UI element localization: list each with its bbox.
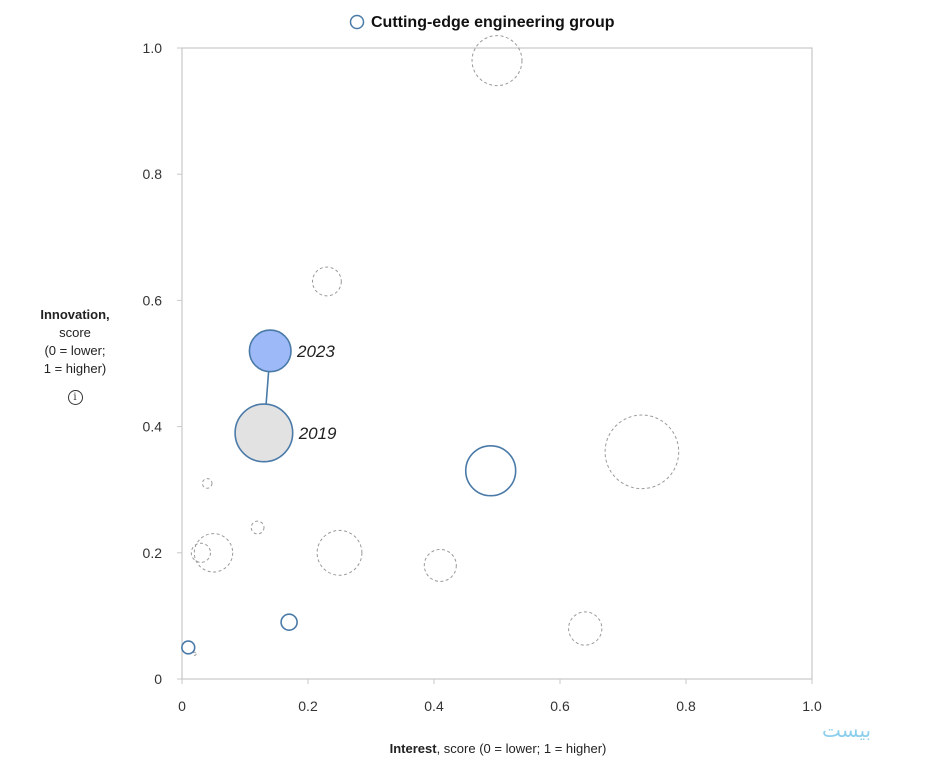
y-tick-label: 0.8: [143, 166, 163, 182]
y-tick-label: 0.6: [143, 292, 163, 308]
watermark-logo: بیست: [822, 718, 872, 742]
x-tick-label: 0.4: [424, 698, 444, 714]
y-tick-label: 0.2: [143, 545, 163, 561]
x-tick-label: 0.8: [676, 698, 696, 714]
other-group-bubble[interactable]: [193, 533, 234, 573]
point-label-2023: 2023: [296, 342, 335, 361]
x-axis-label: Interest, score (0 = lower; 1 = higher): [300, 741, 696, 756]
engineering-group-bubble[interactable]: [280, 613, 298, 632]
point-label-2019: 2019: [298, 424, 337, 443]
y-tick-label: 0.4: [143, 419, 163, 435]
y-tick-label: 1.0: [143, 40, 163, 56]
highlight-layer: 2019 2023: [234, 329, 337, 463]
other-group-bubble[interactable]: [316, 529, 363, 576]
highlight-bubble-2023[interactable]: [248, 329, 292, 373]
other-group-bubble[interactable]: [190, 542, 211, 563]
x-tick-label: 1.0: [802, 698, 822, 714]
y-tick-label: 0: [154, 671, 162, 687]
x-axis-label-rest: , score (0 = lower; 1 = higher): [436, 741, 607, 756]
y-axis-label-line: (0 = lower;: [44, 343, 106, 358]
highlight-bubble-2019[interactable]: [234, 403, 294, 463]
engineering-group-bubble[interactable]: [464, 445, 517, 497]
trajectory-connector: [265, 371, 270, 405]
x-tick-label: 0.2: [298, 698, 318, 714]
info-icon[interactable]: i: [67, 390, 83, 405]
other-groups-layer: [190, 35, 680, 656]
other-group-bubble[interactable]: [423, 548, 457, 582]
other-group-bubble[interactable]: [604, 414, 680, 490]
legend[interactable]: Cutting-edge engineering group: [349, 14, 615, 31]
other-group-bubble[interactable]: [568, 611, 603, 646]
legend-marker: [349, 14, 365, 30]
x-axis-label-title: Interest: [389, 741, 437, 756]
other-group-bubble[interactable]: [312, 266, 342, 297]
other-group-bubble[interactable]: [201, 478, 213, 489]
engineering-group-layer: [181, 445, 517, 655]
y-axis-label: Innovation, score (0 = lower; 1 = higher…: [20, 306, 130, 405]
other-group-bubble[interactable]: [192, 651, 197, 656]
axes: 0 0.2 0.4 0.6 0.8 1.0 0 0.2 0.4 0.6 0.8 1.0: [143, 40, 822, 714]
y-axis-label-line: 1 = higher): [43, 361, 107, 376]
x-tick-label: 0: [178, 698, 186, 714]
y-axis-label-title: Innovation,: [40, 307, 110, 322]
other-group-bubble[interactable]: [471, 35, 523, 87]
engineering-group-bubble[interactable]: [181, 640, 196, 655]
other-group-bubble[interactable]: [250, 520, 265, 535]
plot-frame: [181, 47, 813, 680]
x-tick-label: 0.6: [550, 698, 570, 714]
y-axis-label-line: score: [59, 325, 91, 340]
legend-label: Cutting-edge engineering group: [371, 14, 615, 31]
